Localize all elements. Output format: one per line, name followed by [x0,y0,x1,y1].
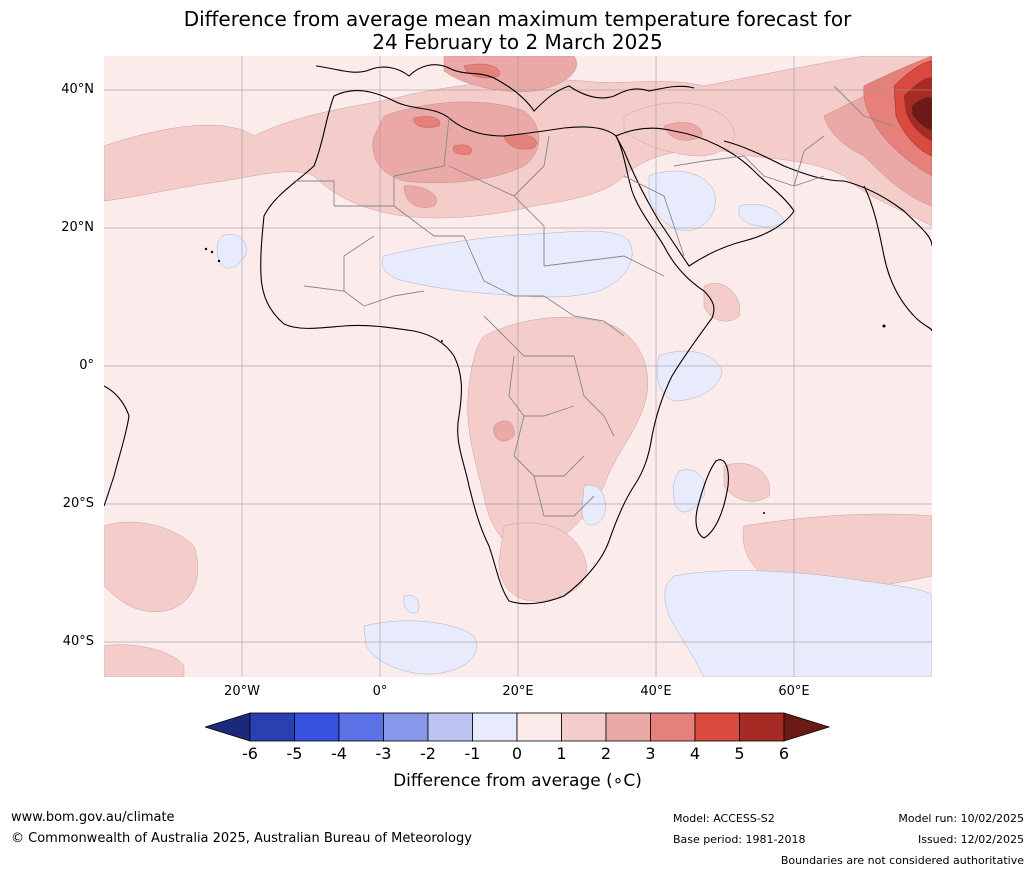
lat-label-0: 0° [79,358,94,373]
colorbar-tick-label: -6 [242,744,258,763]
issued-text: Issued: 12/02/2025 [917,833,1024,846]
map-svg [104,56,932,677]
colorbar-title: Difference from average (∘C) [393,771,642,791]
copyright-text: © Commonwealth of Australia 2025, Austra… [11,831,472,846]
title-line-2: 24 February to 2 March 2025 [372,30,663,54]
colorbar-segment [561,712,607,742]
lon-label-0: 0° [372,684,388,699]
colorbar-tick-label: 1 [556,744,567,763]
colorbar-tick-label: 3 [645,744,656,763]
lon-label-20e: 20°E [502,684,534,699]
model-text: Model: ACCESS-S2 [673,812,775,825]
colorbar-tick-label: 5 [734,744,745,763]
colorbar-tick-label: 2 [600,744,612,763]
graticule [104,56,932,677]
colorbar-tick-label: -2 [420,744,436,763]
colorbar-tick-label: 0 [511,744,523,763]
colorbar-segment [294,712,340,742]
lat-label-20n: 20°N [61,220,94,235]
colorbar-segment [650,712,696,742]
colorbar-segment [694,712,740,742]
colorbar-arrow-max [783,712,830,742]
title-line-1: Difference from average mean maximum tem… [183,7,852,31]
colorbar-tick-label: -1 [464,744,481,763]
colorbar-segment [605,712,651,742]
colorbar-segment [383,712,429,742]
lat-label-20s: 20°S [62,496,94,511]
coastlines [104,64,932,605]
colorbar-segment [472,712,518,742]
lon-label-40e: 40°E [640,684,672,699]
colorbar-tick-label: -4 [331,744,347,763]
colorbar-segment [249,712,295,742]
map-title: Difference from average mean maximum tem… [0,8,1035,54]
lat-label-40s: 40°S [62,634,94,649]
colorbar-tick-label: 6 [778,744,790,763]
anomaly-hot-core [893,60,932,157]
colorbar-segment [739,712,785,742]
colorbar-segment [338,712,384,742]
lat-label-40n: 40°N [61,82,94,97]
colorbar-tick-label: 4 [689,744,701,763]
colorbar-segment [516,712,562,742]
lon-label-60e: 60°E [778,684,810,699]
colorbar-arrow-min [205,712,251,742]
model-run-text: Model run: 10/02/2025 [898,812,1024,825]
colorbar-tick-label: -5 [286,744,303,763]
disclaimer-text: Boundaries are not considered authoritat… [780,854,1024,867]
colorbar-tick-label: -3 [375,744,392,763]
lon-label-20w: 20°W [224,684,260,699]
forecast-map [104,56,932,677]
colorbar [205,712,830,742]
anomaly-cool-regions [216,170,932,677]
base-period-text: Base period: 1981-2018 [673,833,806,846]
country-borders [294,85,895,517]
website-link[interactable]: www.bom.gov.au/climate [11,810,175,825]
colorbar-segment [427,712,473,742]
islands [204,247,886,514]
